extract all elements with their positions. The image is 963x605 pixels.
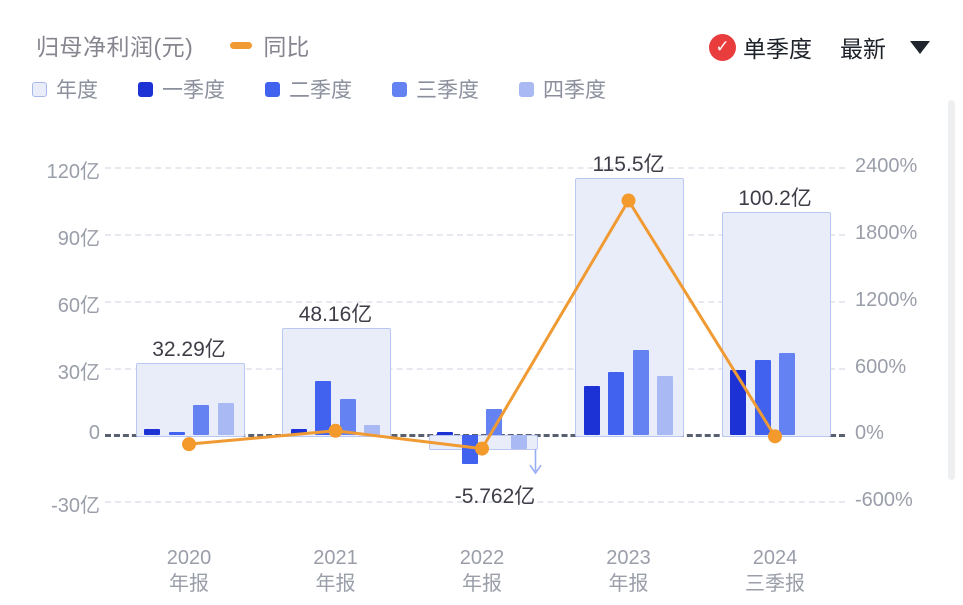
quarter-bar-一季度[interactable]: [730, 369, 746, 436]
right-axis-tick: 600%: [855, 355, 907, 378]
legend-label: 四季度: [543, 79, 606, 102]
yoy-line-swatch-icon: [230, 41, 253, 49]
annual-value-label: 48.16亿: [298, 303, 373, 327]
single-quarter-toggle[interactable]: 单季度: [743, 36, 812, 62]
latest-selector[interactable]: 最新: [840, 36, 886, 62]
legend-label: 二季度: [289, 79, 352, 102]
page-scrollbar[interactable]: [948, 100, 955, 480]
legend-label: 一季度: [162, 79, 225, 102]
chart-header: 归母净利润(元) 同比: [36, 28, 309, 62]
negative-callout-arrow-icon: [529, 449, 542, 475]
yoy-line-legend[interactable]: 同比: [263, 34, 310, 60]
quarter-bar-三季度[interactable]: [779, 353, 795, 436]
quarter-bar-一季度[interactable]: [144, 428, 160, 436]
quarter-bar-四季度[interactable]: [657, 375, 673, 436]
legend-swatch-icon: [32, 81, 47, 97]
legend-label: 年度: [56, 79, 98, 102]
quarter-bar-一季度[interactable]: [437, 431, 453, 436]
legend-item-三季度[interactable]: 三季度: [392, 74, 479, 104]
legend-item-四季度[interactable]: 四季度: [519, 74, 606, 104]
quarter-bar-三季度[interactable]: [193, 404, 209, 436]
chevron-down-icon[interactable]: [910, 40, 930, 54]
x-axis-label: 2024 三季报: [745, 547, 805, 595]
quarter-bar-二季度[interactable]: [315, 380, 331, 436]
quarter-bar-三季度[interactable]: [632, 350, 649, 436]
quarter-bar-三季度[interactable]: [339, 399, 356, 436]
left-axis-tick: 60亿: [57, 294, 100, 317]
annual-value-label: 32.29亿: [152, 338, 226, 362]
x-axis-label: 2022 年报: [459, 547, 505, 595]
legend-label: 三季度: [416, 79, 479, 102]
quarter-bar-二季度[interactable]: [461, 435, 478, 464]
grid-line: [105, 167, 845, 170]
quarter-bar-四季度[interactable]: [217, 403, 234, 436]
bar-legend: 年度 一季度 二季度 三季度 四季度: [32, 72, 606, 106]
right-axis-tick: 1800%: [855, 222, 918, 244]
left-axis-tick: 90亿: [57, 228, 100, 250]
x-axis-label: 2021 年报: [313, 547, 358, 595]
right-axis-tick: 1200%: [855, 288, 918, 311]
right-axis-tick: 2400%: [855, 155, 918, 178]
legend-item-年度[interactable]: 年度: [32, 74, 98, 104]
legend-swatch-icon: [519, 81, 534, 97]
quarter-bar-二季度[interactable]: [608, 372, 624, 436]
annual-value-label: 115.5亿: [592, 153, 665, 177]
annual-value-label: 100.2亿: [738, 187, 812, 211]
left-axis-tick: 30亿: [57, 361, 100, 384]
x-axis-label: 2020 年报: [166, 547, 212, 595]
quarter-bar-一季度[interactable]: [583, 386, 600, 436]
quarter-bar-一季度[interactable]: [290, 428, 307, 436]
legend-swatch-icon: [138, 81, 153, 97]
quarter-bar-三季度[interactable]: [486, 408, 502, 436]
quarter-bar-二季度[interactable]: [754, 359, 771, 436]
quarter-bar-四季度[interactable]: [510, 435, 527, 450]
right-axis-tick: -600%: [855, 489, 913, 511]
left-axis-tick: 0: [88, 422, 100, 445]
right-axis-tick: 0%: [855, 422, 884, 445]
left-axis-tick: -30亿: [51, 495, 100, 517]
legend-swatch-icon: [265, 81, 280, 97]
header-controls: ✓ 单季度 最新: [709, 30, 930, 64]
quarter-bar-二季度[interactable]: [168, 431, 185, 436]
grid-line: [105, 501, 845, 503]
legend-swatch-icon: [392, 81, 407, 97]
left-axis-tick: 120亿: [46, 161, 100, 184]
annual-total-bar[interactable]: [282, 328, 391, 438]
x-axis-label: 2023 年报: [606, 547, 651, 595]
annual-value-label: -5.762亿: [454, 485, 536, 508]
quarter-bar-四季度[interactable]: [364, 425, 380, 436]
yoy-point[interactable]: [182, 437, 196, 452]
checked-circle-icon[interactable]: ✓: [709, 33, 736, 61]
legend-item-二季度[interactable]: 二季度: [265, 74, 352, 104]
legend-item-一季度[interactable]: 一季度: [138, 74, 225, 104]
chart-title: 归母净利润(元): [36, 34, 194, 60]
